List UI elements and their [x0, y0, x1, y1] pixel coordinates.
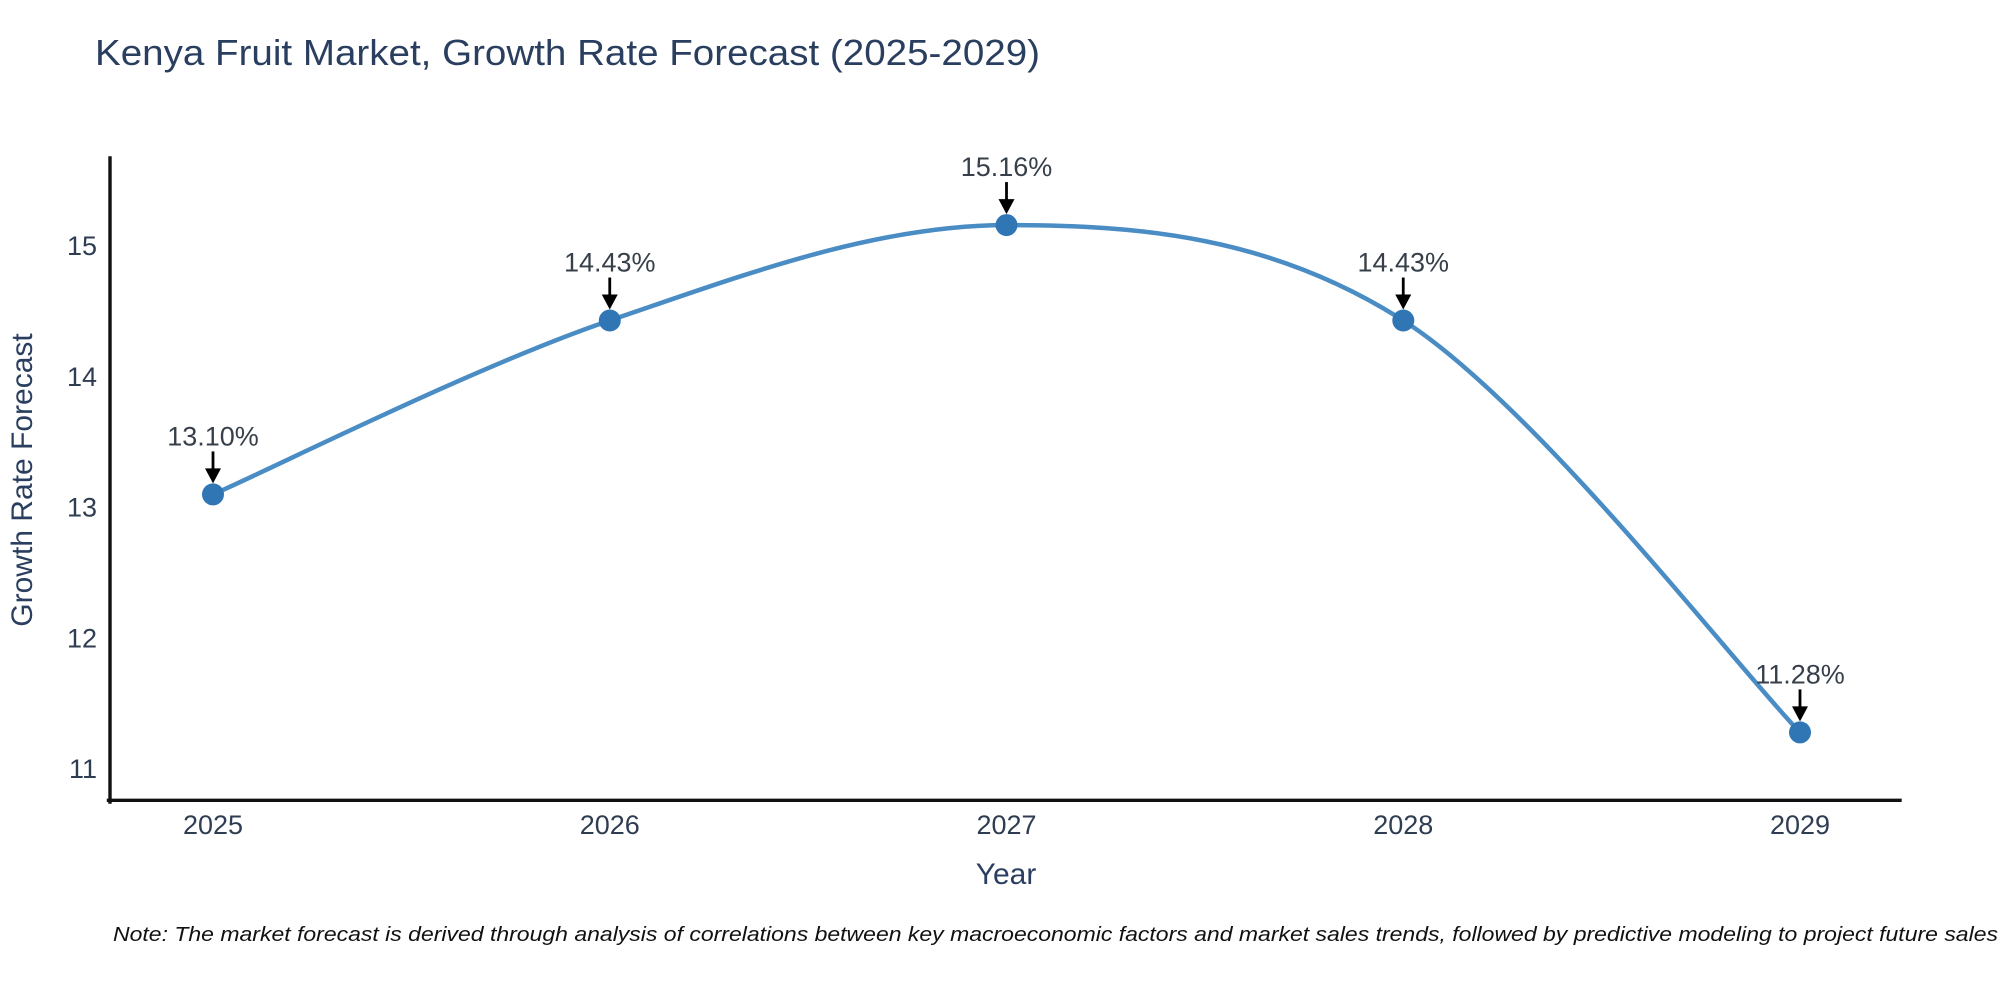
x-tick-label: 2029 [1770, 810, 1830, 840]
x-axis-title: Year [976, 858, 1037, 891]
annotation-arrow-head [1792, 706, 1808, 722]
point-value-label: 11.28% [1755, 659, 1845, 689]
x-tick-labels: 2025 2026 2027 2028 2029 [183, 810, 1830, 840]
y-tick-label: 11 [69, 754, 97, 784]
y-tick-label: 15 [67, 231, 97, 261]
data-series [202, 214, 1811, 744]
point-value-label: 15.16% [961, 152, 1053, 182]
x-tick-label: 2027 [976, 810, 1036, 840]
y-tick-label: 12 [67, 623, 97, 653]
annotation-arrow-head [1395, 294, 1412, 310]
x-tick-label: 2028 [1373, 810, 1433, 840]
y-axis-title: Growth Rate Forecast [6, 333, 39, 627]
forecast-line [210, 222, 1803, 735]
x-tick-label: 2025 [183, 810, 243, 840]
point-value-label: 14.43% [564, 248, 656, 278]
point-value-label: 13.10% [167, 421, 259, 451]
data-point-marker [995, 214, 1018, 237]
axes [106, 156, 1902, 804]
data-point-marker [598, 309, 621, 332]
y-tick-label: 13 [67, 493, 97, 523]
point-annotations: 13.10% 14.43% 15.16% 14.43% 11.28% [167, 152, 1845, 722]
data-point-marker [202, 483, 224, 506]
chart-title: Kenya Fruit Market, Growth Rate Forecast… [95, 32, 1040, 73]
annotation-arrow-head [205, 468, 221, 484]
y-tick-labels: 11 12 13 14 15 [67, 231, 97, 784]
data-point-marker [1392, 309, 1415, 332]
point-value-label: 14.43% [1357, 248, 1449, 278]
annotation-arrow-head [998, 199, 1015, 215]
y-tick-label: 14 [67, 362, 97, 392]
x-tick-label: 2026 [580, 810, 640, 840]
annotation-arrow-head [601, 294, 618, 310]
footnote: Note: The market forecast is derived thr… [113, 924, 1998, 946]
data-point-marker [1789, 721, 1811, 744]
